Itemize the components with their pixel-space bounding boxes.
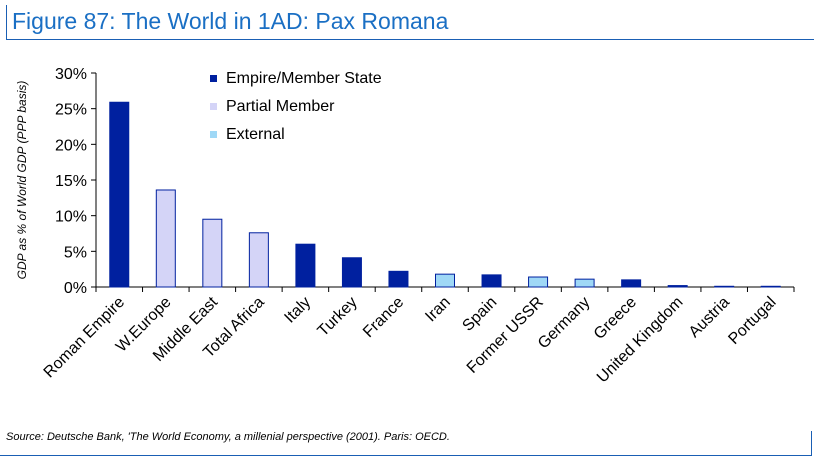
bar-former-ussr — [528, 276, 549, 288]
legend: Empire/Member State Partial Member Externa… — [210, 70, 382, 143]
bar-greece — [621, 279, 642, 288]
title-frame-bottom-rule — [6, 39, 814, 40]
x-tick-label: Italy — [281, 294, 314, 327]
legend-label: Empire/Member State — [226, 70, 382, 87]
bar-turkey — [341, 257, 362, 288]
source-note: Source: Deutsche Bank, 'The World Econom… — [6, 431, 450, 443]
x-tick-label: Portugal — [725, 294, 779, 348]
bar-w-europe — [155, 189, 176, 288]
x-tick-label: France — [360, 294, 407, 341]
bar-spain — [481, 274, 502, 288]
x-tick-label: Turkey — [315, 294, 361, 340]
bar-austria — [714, 285, 735, 288]
legend-label: Partial Member — [226, 98, 335, 115]
y-tick-label: 5% — [64, 244, 87, 261]
bar-iran — [435, 273, 455, 288]
legend-label: External — [226, 126, 285, 143]
source-frame-bottom-rule — [0, 455, 812, 456]
x-tick-label: Austria — [686, 294, 733, 341]
y-tick-label: 30% — [55, 66, 87, 83]
bar-united-kingdom — [667, 285, 688, 288]
legend-swatch — [210, 103, 217, 110]
bar-middle-east — [202, 218, 223, 288]
bar-total-africa — [248, 232, 269, 288]
y-tick-label: 20% — [55, 137, 87, 154]
bar-france — [388, 270, 409, 288]
y-axis-label: GDP as % of World GDP (PPP basis) — [15, 81, 29, 280]
title-frame-left-rule — [6, 5, 7, 39]
y-tick-label: 15% — [55, 173, 87, 190]
bar-portugal — [760, 285, 781, 288]
bars — [109, 101, 781, 288]
x-tick-label: Iran — [422, 294, 454, 326]
bar-italy — [295, 243, 316, 288]
y-tick-label: 0% — [64, 280, 87, 297]
x-tick-label: Spain — [459, 294, 500, 335]
y-tick-label: 25% — [55, 102, 87, 119]
bar-germany — [574, 278, 595, 288]
bar-chart: GDP as % of World GDP (PPP basis) 0% 5% 10… — [15, 66, 795, 386]
x-tick-label: Roman Empire — [41, 294, 129, 382]
y-axis-label-group: GDP as % of World GDP (PPP basis) — [15, 81, 29, 280]
figure-title: Figure 87: The World in 1AD: Pax Romana — [12, 8, 449, 34]
legend-swatch — [210, 131, 217, 138]
y-tick-label: 10% — [55, 209, 87, 226]
x-tick-label: United Kingdom — [594, 294, 687, 387]
source-frame-right-rule — [811, 431, 812, 456]
bar-roman-empire — [109, 101, 130, 288]
legend-swatch — [210, 75, 217, 82]
